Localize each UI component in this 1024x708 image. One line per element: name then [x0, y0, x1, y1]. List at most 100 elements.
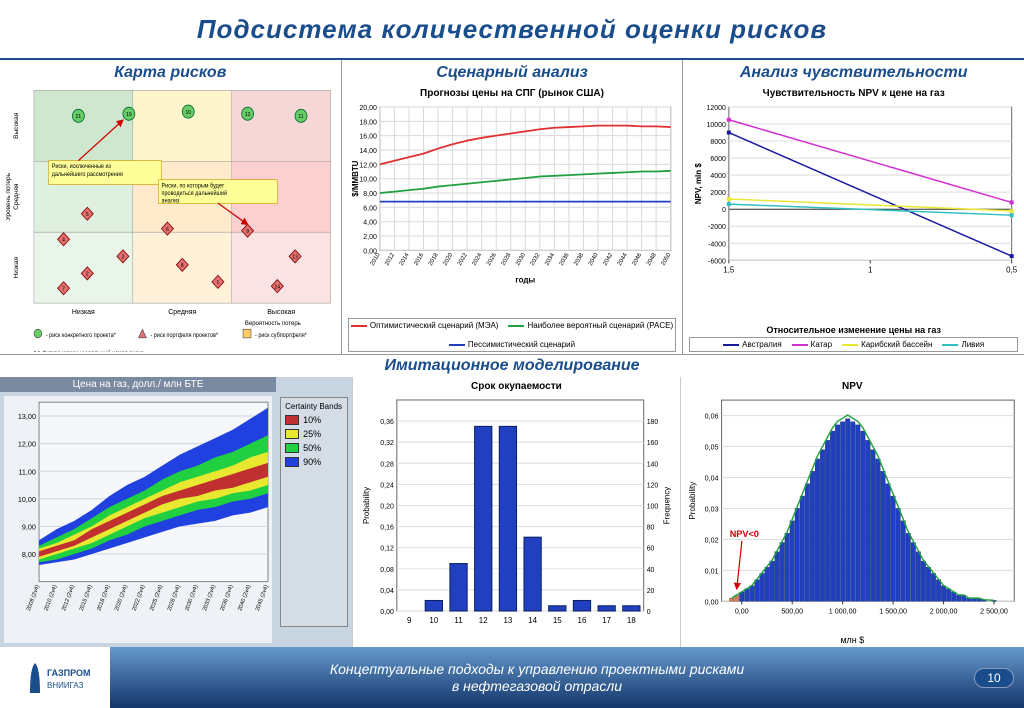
svg-text:14: 14 — [528, 616, 537, 625]
npv-plot: 0,000,010,020,030,040,050,06Probability0… — [685, 394, 1020, 635]
svg-text:18: 18 — [627, 616, 636, 625]
svg-text:0,32: 0,32 — [380, 440, 394, 447]
svg-text:7: 7 — [62, 286, 65, 292]
svg-text:-4000: -4000 — [708, 241, 726, 248]
svg-text:2030 (2v4): 2030 (2v4) — [185, 584, 200, 612]
svg-text:NPV, mln $: NPV, mln $ — [694, 163, 703, 204]
certainty-legend: Certainty Bands 10%25%50%90% — [280, 397, 348, 627]
svg-text:8000: 8000 — [711, 139, 727, 146]
svg-text:- риск портфеля проектов*: - риск портфеля проектов* — [150, 333, 218, 339]
svg-text:Средняя: Средняя — [168, 307, 196, 316]
page-number: 10 — [964, 668, 1024, 688]
risk-map-plot: ВысокаяСредняяНизкаяУровень потерьНизкая… — [6, 86, 335, 352]
svg-text:2036: 2036 — [558, 252, 570, 267]
svg-text:13,00: 13,00 — [18, 412, 36, 421]
svg-text:2022 (2v4): 2022 (2v4) — [132, 584, 147, 612]
svg-text:ГАЗПРОМ: ГАЗПРОМ — [47, 668, 91, 678]
svg-text:Frequency: Frequency — [663, 487, 672, 525]
svg-text:- риск конкретного проекта*: - риск конкретного проекта* — [46, 333, 117, 339]
svg-text:4,00: 4,00 — [363, 220, 377, 227]
svg-text:анализ: анализ — [162, 198, 180, 204]
svg-text:2048: 2048 — [646, 252, 658, 267]
panel-npv: NPV 0,000,010,020,030,040,050,06Probabil… — [681, 377, 1024, 647]
svg-text:9: 9 — [246, 229, 249, 235]
svg-text:0,05: 0,05 — [704, 444, 718, 452]
svg-text:0,03: 0,03 — [704, 505, 718, 513]
svg-text:2008 (2v4): 2008 (2v4) — [26, 584, 41, 612]
svg-text:2020 (2v4): 2020 (2v4) — [114, 584, 129, 612]
svg-text:1: 1 — [868, 265, 873, 274]
svg-text:2 500,00: 2 500,00 — [980, 607, 1008, 615]
panel5-title: Срок окупаемости — [357, 381, 676, 392]
panel3-chart-title: Чувствительность NPV к цене на газ — [689, 88, 1018, 99]
svg-text:Низкая: Низкая — [72, 307, 95, 316]
panel6-title: NPV — [685, 381, 1020, 392]
svg-text:проводиться дальнейший: проводиться дальнейший — [162, 190, 228, 197]
svg-text:8,00: 8,00 — [363, 191, 377, 198]
panel-scenario: Сценарный анализ Прогнозы цены на СПГ (р… — [342, 60, 684, 354]
svg-text:Высокая: Высокая — [13, 113, 20, 139]
svg-text:Риски, исключенные из: Риски, исключенные из — [52, 164, 112, 170]
svg-text:11,00: 11,00 — [18, 467, 35, 476]
svg-text:6,00: 6,00 — [363, 205, 377, 212]
panel4-title: Цена на газ, долл./ млн БТЕ — [0, 377, 276, 392]
svg-text:0,01: 0,01 — [704, 567, 718, 575]
svg-text:12: 12 — [479, 616, 488, 625]
svg-text:Риски, по которым будет: Риски, по которым будет — [162, 183, 225, 189]
svg-text:годы: годы — [515, 275, 535, 284]
svg-text:2026: 2026 — [486, 252, 498, 267]
sensitivity-plot: -6000-4000-20000200040006000800010000120… — [689, 101, 1018, 325]
svg-text:2014: 2014 — [399, 252, 411, 267]
svg-text:0,20: 0,20 — [380, 503, 394, 510]
svg-text:19: 19 — [126, 112, 132, 118]
svg-text:18,00: 18,00 — [359, 119, 377, 126]
svg-text:10,00: 10,00 — [18, 495, 36, 504]
svg-text:2024: 2024 — [471, 252, 483, 267]
svg-text:-2000: -2000 — [708, 224, 726, 231]
sensitivity-legend: АвстралияКатарКарибский бассейнЛивия — [689, 337, 1018, 352]
svg-text:2030: 2030 — [515, 252, 527, 267]
page-title: Подсистема количественной оценки рисков — [197, 14, 827, 45]
svg-text:0: 0 — [647, 609, 651, 616]
svg-text:20: 20 — [647, 588, 655, 595]
svg-text:11: 11 — [298, 114, 303, 120]
svg-text:60: 60 — [647, 546, 655, 553]
svg-text:0,16: 0,16 — [380, 525, 394, 532]
svg-text:0: 0 — [722, 207, 726, 214]
footer-text: Концептуальные подходы к управлению прое… — [110, 661, 964, 695]
svg-text:2050: 2050 — [660, 252, 672, 267]
svg-text:Probability: Probability — [688, 481, 697, 520]
svg-text:2018: 2018 — [428, 252, 440, 267]
svg-text:2016: 2016 — [413, 252, 425, 267]
svg-text:20,00: 20,00 — [359, 105, 377, 112]
svg-text:10: 10 — [185, 110, 191, 116]
svg-text:8: 8 — [181, 263, 184, 269]
svg-text:5: 5 — [86, 212, 89, 218]
svg-text:2,00: 2,00 — [363, 234, 377, 241]
svg-text:13: 13 — [504, 616, 513, 625]
svg-text:100: 100 — [647, 503, 659, 510]
svg-text:11: 11 — [455, 616, 464, 625]
svg-text:13: 13 — [292, 254, 298, 260]
svg-text:NPV<0: NPV<0 — [729, 529, 758, 539]
svg-text:0,24: 0,24 — [380, 482, 394, 489]
svg-text:40: 40 — [647, 567, 655, 574]
certainty-plot: 8,009,0010,0011,0012,0013,002008 (2v4)20… — [4, 396, 272, 643]
svg-text:2018 (2v4): 2018 (2v4) — [96, 584, 111, 612]
svg-text:9: 9 — [407, 616, 412, 625]
panel6-xlabel: млн $ — [685, 635, 1020, 645]
svg-text:12,00: 12,00 — [359, 162, 377, 169]
svg-text:120: 120 — [647, 482, 659, 489]
svg-text:2040: 2040 — [588, 252, 600, 267]
svg-text:0,04: 0,04 — [704, 475, 718, 483]
svg-text:12000: 12000 — [707, 105, 727, 112]
svg-text:2028: 2028 — [500, 252, 512, 267]
panel2-chart-title: Прогнозы цены на СПГ (рынок США) — [348, 88, 677, 99]
svg-text:1,5: 1,5 — [724, 265, 736, 274]
svg-text:Высокая: Высокая — [267, 307, 295, 316]
svg-text:0,04: 0,04 — [380, 588, 394, 595]
svg-text:8,00: 8,00 — [22, 550, 36, 559]
panel3-title: Анализ чувствительности — [689, 64, 1018, 82]
svg-text:0,36: 0,36 — [380, 419, 394, 426]
svg-text:0,08: 0,08 — [380, 567, 394, 574]
